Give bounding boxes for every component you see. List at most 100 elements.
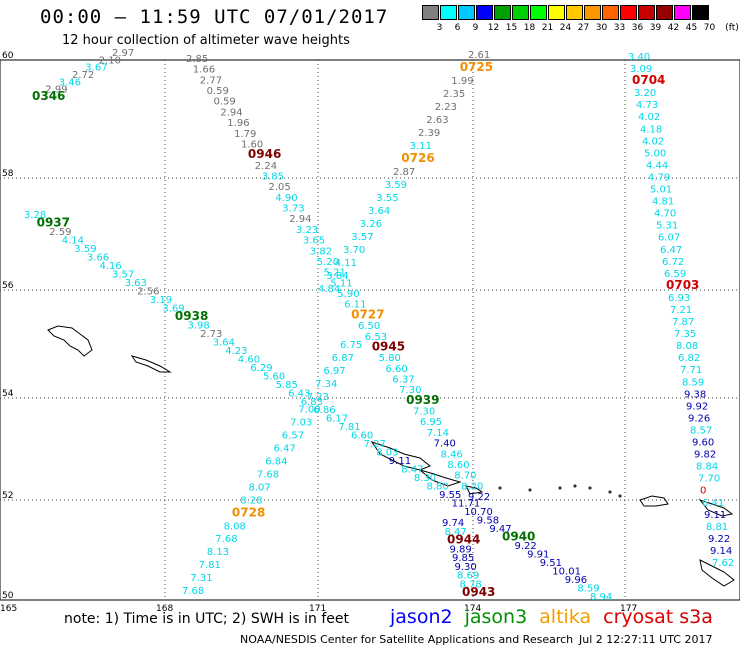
wave-height-value: 7.87 [672, 317, 694, 328]
scale-label: 45 [685, 23, 698, 33]
wave-height-value: 6.60 [386, 364, 408, 375]
satellite-jason2: jason2 [390, 606, 453, 628]
wave-height-value: 2.61 [468, 50, 490, 61]
wave-height-value: 6.60 [351, 431, 373, 442]
wave-height-value: 7.62 [712, 558, 734, 569]
scale-swatch [458, 5, 475, 20]
wave-height-value: 6.95 [420, 417, 442, 428]
wave-height-value: 2.77 [200, 75, 222, 86]
pass-time-label: 0937 [37, 216, 70, 230]
wave-height-value: 3.55 [376, 193, 398, 204]
wave-height-value: 6.29 [250, 363, 272, 374]
wave-height-value: 8.30 [414, 473, 436, 484]
scale-swatch [476, 5, 493, 20]
wave-height-value: 2.56 [137, 286, 159, 297]
wave-height-value: 8.08 [224, 521, 246, 532]
wave-height-value: 8.28 [240, 495, 262, 506]
wave-height-value: 3.69 [162, 303, 184, 314]
wave-height-value: 9.26 [688, 413, 710, 424]
wave-height-value: 7.27 [364, 439, 386, 450]
wave-height-value: 9.22 [708, 534, 730, 545]
wave-height-value: 2.59 [49, 227, 71, 238]
wave-height-value: 8.13 [207, 547, 229, 558]
wave-height-value: 5.11 [330, 278, 352, 289]
wave-height-value: 2.23 [435, 102, 457, 113]
wave-height-value: 6.47 [274, 444, 296, 455]
wave-height-value: 8.94 [590, 592, 612, 603]
scale-label: 39 [649, 23, 662, 33]
wave-height-value: 9.30 [455, 562, 477, 573]
wave-height-value: 8.08 [676, 341, 698, 352]
scale-label: 12 [487, 23, 500, 33]
wave-height-value: 3.67 [85, 63, 107, 74]
pass-time-label: 0704 [632, 73, 665, 87]
scale-label: 36 [631, 23, 644, 33]
wave-height-value: 9.89 [450, 544, 472, 555]
map-grid [0, 59, 740, 601]
island [558, 486, 562, 490]
land-outline [698, 498, 734, 517]
wave-height-value: 6.75 [340, 340, 362, 351]
land-outline [419, 469, 462, 487]
wave-height-value: 2.39 [418, 128, 440, 139]
wave-height-value: 1.60 [241, 140, 263, 151]
wave-height-value: 9.60 [692, 438, 714, 449]
wave-height-value: 0.59 [214, 97, 236, 108]
latitude-label: 58 [2, 169, 14, 179]
wave-height-value: 8.47 [445, 527, 467, 538]
wave-height-value: 4.11 [335, 258, 357, 269]
page-title: 00:00 — 11:59 UTC 07/01/2017 [40, 6, 389, 28]
wave-height-value: 6.11 [344, 300, 366, 311]
pass-time-label: 0945 [372, 339, 405, 353]
scale-swatch [638, 5, 655, 20]
wave-height-value: 9.91 [527, 550, 549, 561]
wave-height-value: 3.26 [360, 219, 382, 230]
wave-height-value: 5.21 [324, 268, 346, 279]
scale-swatch [512, 5, 529, 20]
longitude-label: 168 [156, 604, 173, 614]
wave-height-value: 7.35 [674, 329, 696, 340]
wave-height-value: 5.01 [650, 185, 672, 196]
wave-height-value: 1.79 [234, 129, 256, 140]
satellite-altika: altika [539, 606, 592, 628]
wave-height-value: 9.55 [439, 490, 461, 501]
land-outline [370, 441, 431, 471]
wave-height-value: 3.85 [262, 172, 284, 183]
wave-height-value: 2.35 [443, 89, 465, 100]
wave-height-value: 4.23 [225, 346, 247, 357]
wave-height-value: 3.64 [368, 206, 390, 217]
scale-label: 21 [541, 23, 554, 33]
pass-time-label: 0727 [351, 307, 384, 321]
scale-label: 27 [577, 23, 590, 33]
scale-swatch [548, 5, 565, 20]
wave-height-value: 5.60 [263, 371, 285, 382]
wave-height-value: 4.02 [642, 136, 664, 147]
wave-height-value: 8.69 [457, 571, 479, 582]
wave-height-value: 8.78 [460, 579, 482, 590]
wave-height-value: 3.46 [59, 77, 81, 88]
island [528, 488, 532, 492]
wave-height-value: 9.47 [489, 524, 511, 535]
wave-height-value: 4.02 [638, 112, 660, 123]
longitude-label: 165 [0, 604, 17, 614]
wave-height-value: 7.70 [698, 474, 720, 485]
wave-height-value: 4.84 [318, 284, 340, 295]
wave-height-value: 2.10 [99, 55, 121, 66]
scale-swatch [620, 5, 637, 20]
scale-swatch [602, 5, 619, 20]
scale-swatch [530, 5, 547, 20]
wave-height-value: 8.20 [461, 481, 483, 492]
wave-height-value: 4.90 [275, 193, 297, 204]
pass-time-label: 0943 [462, 585, 495, 599]
wave-height-value: 2.97 [112, 48, 134, 59]
pass-time-label: 0726 [401, 151, 434, 165]
wave-height-value: 8.47 [401, 465, 423, 476]
wave-height-value: 10.70 [464, 507, 493, 518]
wave-height-value: 5.90 [337, 289, 359, 300]
scale-unit: (ft) [725, 23, 739, 33]
wave-height-value: 3.66 [87, 252, 109, 263]
scale-swatch [440, 5, 457, 20]
wave-height-value: 6.37 [392, 375, 414, 386]
scale-label: 9 [472, 23, 479, 33]
wave-height-value: 7.68 [215, 534, 237, 545]
